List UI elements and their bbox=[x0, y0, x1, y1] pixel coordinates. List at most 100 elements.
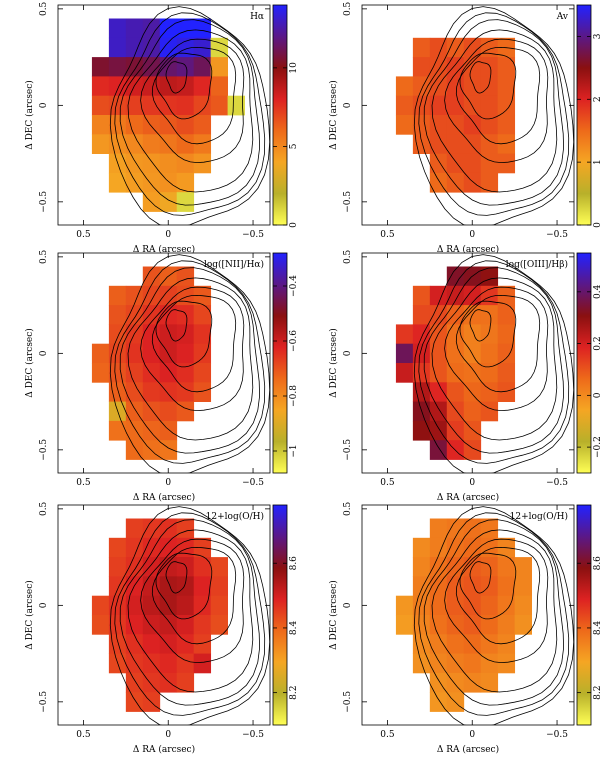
plot-frame bbox=[57, 252, 271, 474]
heatmap-cell bbox=[446, 537, 465, 558]
heatmap-cell bbox=[142, 595, 161, 616]
heatmap-cell bbox=[159, 172, 178, 193]
heatmap-cell bbox=[446, 305, 465, 325]
x-tick-label: 0.5 bbox=[76, 230, 91, 240]
heatmap-cell bbox=[108, 615, 127, 635]
panel-5: 0.5 0 −0.5 0.5 0 −0.5 Δ RA (arcsec) Δ DEC (arcs… bbox=[24, 501, 299, 755]
contour-line bbox=[140, 286, 245, 412]
colorbar-tick-label: −0.2 bbox=[593, 436, 600, 458]
heatmap-cell bbox=[193, 557, 212, 577]
colorbar-tick-label: 0 bbox=[289, 222, 299, 228]
heatmap-cell bbox=[514, 595, 532, 616]
heatmap-cell bbox=[497, 576, 516, 597]
colorbar-tick-label: 8.2 bbox=[593, 685, 600, 699]
heatmap-cell bbox=[210, 576, 228, 597]
heatmap-cell bbox=[480, 95, 499, 116]
heatmap-cell bbox=[463, 653, 482, 674]
heatmap-cell bbox=[142, 57, 161, 77]
heatmap-cell bbox=[159, 634, 178, 654]
heatmap-cell bbox=[159, 615, 178, 635]
heatmap-cell bbox=[497, 134, 516, 154]
heatmap-cell bbox=[412, 57, 431, 77]
heatmap-cell bbox=[176, 172, 195, 193]
heatmap-cell bbox=[125, 285, 144, 306]
y-tick-label: 0 bbox=[39, 602, 49, 608]
plot-area bbox=[91, 506, 270, 725]
heatmap-cell bbox=[463, 401, 482, 422]
heatmap-cell bbox=[446, 153, 465, 174]
contour-line bbox=[423, 267, 565, 454]
heatmap-cell bbox=[159, 285, 178, 306]
heatmap-cell bbox=[463, 634, 482, 654]
panel-title: 12+log(O/H) bbox=[510, 511, 568, 522]
contour-line bbox=[418, 12, 570, 216]
heatmap-cell bbox=[176, 305, 195, 325]
colorbar-tick-label: 8.4 bbox=[289, 621, 299, 636]
heatmap-cell bbox=[480, 115, 499, 135]
heatmap-cell bbox=[142, 518, 161, 539]
heatmap-cell bbox=[429, 382, 448, 402]
plot-frame bbox=[57, 4, 271, 226]
contour-line bbox=[119, 519, 261, 706]
panel-title: log([OIII]/Hβ) bbox=[506, 259, 568, 270]
contour-line bbox=[455, 294, 541, 393]
heatmap-cell bbox=[125, 595, 144, 616]
contour-line bbox=[155, 300, 213, 368]
heatmap-cell bbox=[429, 634, 448, 654]
y-tick-label: −0.5 bbox=[39, 439, 49, 461]
x-tick-label: 0.5 bbox=[76, 478, 91, 488]
heatmap-cell bbox=[159, 653, 178, 674]
heatmap-cell bbox=[463, 172, 482, 193]
contour-line bbox=[431, 529, 558, 693]
contour-line bbox=[444, 286, 549, 412]
heatmap-cell bbox=[193, 576, 212, 597]
heatmap-cell bbox=[497, 653, 516, 674]
heatmap-cell bbox=[159, 537, 178, 558]
heatmap-cell bbox=[176, 134, 195, 154]
y-axis-label: Δ DEC (arcsec) bbox=[24, 80, 35, 150]
heatmap-cell bbox=[480, 595, 499, 616]
heatmap-cell bbox=[176, 37, 195, 58]
y-tick-label: −0.5 bbox=[39, 191, 49, 213]
colorbar-tick-label: 5 bbox=[289, 143, 299, 149]
y-tick-label: −0.5 bbox=[39, 691, 49, 713]
heatmap-cell bbox=[176, 324, 195, 345]
x-axis-label: Δ RA (arcsec) bbox=[133, 492, 195, 503]
heatmap-cell bbox=[412, 382, 431, 402]
contour-line bbox=[455, 546, 541, 645]
colorbar-tick-label: 3 bbox=[593, 33, 600, 39]
heatmap-cell bbox=[446, 634, 465, 654]
heatmap-cell bbox=[463, 363, 482, 383]
heatmap-cell bbox=[125, 692, 144, 712]
heatmap-cell bbox=[142, 557, 161, 577]
heatmap-cell bbox=[446, 76, 465, 97]
y-tick-label: 0.5 bbox=[39, 249, 49, 264]
heatmap-cell bbox=[463, 37, 482, 58]
heatmap-cell bbox=[176, 115, 195, 135]
heatmap-cell bbox=[497, 363, 516, 383]
heatmap-cell bbox=[412, 615, 431, 635]
y-tick-label: 0.5 bbox=[343, 1, 353, 16]
x-tick-label: 0 bbox=[165, 478, 171, 488]
contour-line bbox=[127, 29, 254, 193]
heatmap-cell bbox=[91, 57, 110, 77]
heatmap-cell bbox=[395, 95, 414, 116]
colorbar-tick-label: 0.4 bbox=[593, 284, 600, 299]
plot-frame bbox=[57, 504, 271, 726]
heatmap-cell bbox=[480, 343, 499, 364]
heatmap-cell bbox=[142, 343, 161, 364]
contour-line bbox=[413, 506, 574, 725]
heatmap-cell bbox=[142, 420, 161, 441]
heatmap-cell bbox=[125, 115, 144, 135]
heatmap-cell bbox=[463, 615, 482, 635]
colorbar-tick-label: −0.6 bbox=[289, 330, 299, 352]
heatmap-cell bbox=[210, 615, 228, 635]
heatmap-cell bbox=[176, 343, 195, 364]
heatmap-cell bbox=[142, 305, 161, 325]
heatmap-cell bbox=[125, 653, 144, 674]
colorbar-tick-label: 8.6 bbox=[289, 556, 299, 571]
heatmap-cell bbox=[159, 420, 178, 441]
heatmap-cell bbox=[395, 76, 414, 97]
heatmap-cell bbox=[480, 76, 499, 97]
heatmap-cell bbox=[480, 285, 499, 306]
